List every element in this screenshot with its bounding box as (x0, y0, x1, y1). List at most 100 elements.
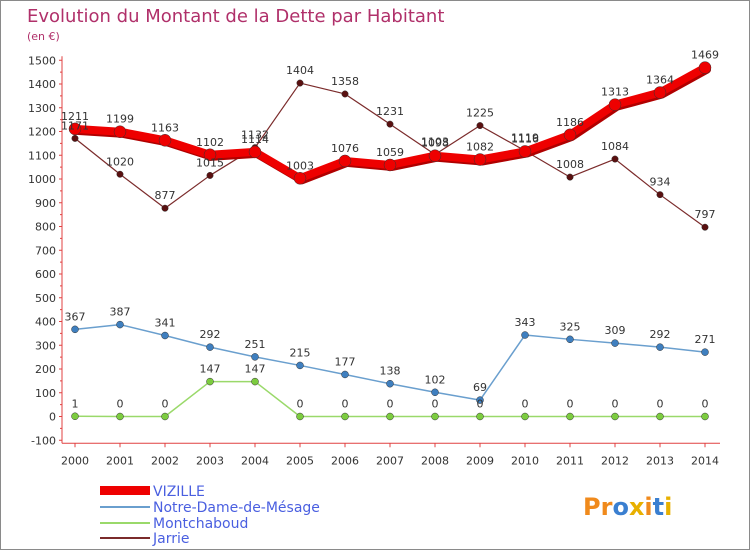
data-label-jarrie: 1358 (331, 75, 359, 88)
x-tick-label: 2002 (151, 454, 179, 467)
point-montchaboud (116, 412, 124, 421)
point-notre-dame-de-mesage (386, 379, 394, 388)
y-tick-label: 800 (35, 221, 56, 234)
point-vizille (653, 86, 667, 99)
point-notre-dame-de-mesage (476, 396, 484, 404)
x-tick-label: 2007 (376, 454, 404, 467)
y-tick-label: 1400 (28, 78, 56, 91)
data-label-notre-dame-de-mesage: 292 (200, 328, 221, 341)
logo-letter: r (601, 493, 613, 521)
logo-letter: o (612, 493, 629, 521)
proxiti-logo: Proxiti (583, 493, 672, 521)
data-label-vizille: 1364 (646, 74, 674, 87)
unit-label: (en €) (27, 30, 60, 43)
data-label-vizille: 1469 (691, 49, 719, 62)
point-vizille (608, 98, 622, 111)
data-label-montchaboud: 0 (342, 398, 349, 411)
point-montchaboud (701, 412, 709, 421)
legend-item-montchaboud: Montchaboud (100, 516, 248, 532)
chart-title: Evolution du Montant de la Dette par Hab… (27, 6, 444, 27)
point-notre-dame-de-mesage (701, 348, 709, 356)
data-label-vizille: 1102 (196, 136, 224, 149)
point-notre-dame-de-mesage (206, 343, 214, 351)
data-label-jarrie: 1020 (106, 155, 134, 168)
point-vizille (338, 154, 352, 168)
data-label-montchaboud: 1 (72, 397, 79, 410)
data-label-vizille: 1076 (331, 142, 359, 155)
logo-text: Proxiti (583, 493, 672, 521)
point-notre-dame-de-mesage (521, 331, 529, 339)
x-tick-label: 2009 (466, 454, 494, 467)
legend-swatch-montchaboud (100, 522, 150, 524)
data-label-notre-dame-de-mesage: 177 (335, 355, 356, 368)
x-tick-label: 2011 (556, 454, 584, 467)
point-jarrie (206, 171, 214, 179)
logo-letter: i (644, 493, 652, 521)
logo-letter: i (664, 493, 672, 521)
point-montchaboud (566, 412, 574, 421)
data-label-notre-dame-de-mesage: 102 (425, 373, 446, 386)
y-tick-label: 0 (49, 411, 56, 424)
x-tick-label: 2014 (691, 454, 719, 467)
point-montchaboud (161, 412, 169, 421)
x-tick-label: 2013 (646, 454, 674, 467)
data-label-montchaboud: 0 (567, 398, 574, 411)
point-jarrie (656, 191, 664, 199)
point-jarrie (161, 204, 169, 212)
y-tick-label: 100 (35, 387, 56, 400)
data-label-montchaboud: 0 (432, 398, 439, 411)
x-tick-label: 2005 (286, 454, 314, 467)
data-label-montchaboud: 0 (657, 398, 664, 411)
y-tick-label: 200 (35, 363, 56, 376)
point-notre-dame-de-mesage (251, 353, 259, 361)
legend: VIZILLE Notre-Dame-de-Mésage Montchaboud… (100, 484, 320, 547)
data-label-jarrie: 1119 (511, 132, 539, 145)
point-montchaboud (431, 412, 439, 421)
data-label-montchaboud: 0 (297, 398, 304, 411)
data-label-vizille: 1114 (241, 133, 269, 146)
point-notre-dame-de-mesage (431, 388, 439, 397)
data-label-jarrie: 797 (695, 208, 716, 221)
data-label-vizille: 1059 (376, 146, 404, 159)
point-notre-dame-de-mesage (611, 339, 619, 347)
data-label-jarrie: 1171 (61, 119, 89, 132)
point-montchaboud (656, 412, 664, 421)
data-label-jarrie: 877 (155, 189, 176, 202)
y-tick-label: 1200 (28, 126, 56, 139)
data-label-notre-dame-de-mesage: 309 (605, 324, 626, 337)
data-label-montchaboud: 0 (162, 398, 169, 411)
data-label-montchaboud: 147 (200, 363, 221, 376)
x-tick-label: 2010 (511, 454, 539, 467)
data-label-vizille: 1098 (421, 137, 449, 150)
y-tick-label: 600 (35, 268, 56, 281)
data-label-vizille: 1003 (286, 159, 314, 172)
legend-item-vizille: VIZILLE (100, 484, 205, 500)
legend-item-jarrie: Jarrie (100, 531, 189, 547)
data-label-notre-dame-de-mesage: 387 (110, 306, 131, 319)
point-vizille (563, 128, 577, 142)
x-tick-label: 2000 (61, 454, 89, 467)
point-jarrie (701, 223, 709, 231)
data-label-montchaboud: 0 (477, 398, 484, 411)
data-label-montchaboud: 0 (387, 398, 394, 411)
data-label-notre-dame-de-mesage: 271 (695, 333, 716, 346)
point-jarrie (611, 155, 619, 163)
data-label-montchaboud: 0 (702, 398, 709, 411)
data-label-notre-dame-de-mesage: 341 (155, 317, 176, 330)
point-montchaboud (341, 412, 349, 421)
point-notre-dame-de-mesage (116, 320, 124, 329)
point-montchaboud (71, 412, 79, 421)
point-jarrie (296, 79, 304, 87)
point-vizille (203, 148, 217, 162)
y-tick-label: 500 (35, 292, 56, 305)
point-vizille (518, 145, 532, 158)
x-tick-label: 2008 (421, 454, 449, 467)
point-montchaboud (386, 412, 394, 421)
data-label-notre-dame-de-mesage: 367 (65, 310, 86, 323)
x-tick-label: 2001 (106, 454, 134, 467)
data-label-vizille: 1116 (511, 132, 539, 145)
data-label-montchaboud: 147 (245, 363, 266, 376)
